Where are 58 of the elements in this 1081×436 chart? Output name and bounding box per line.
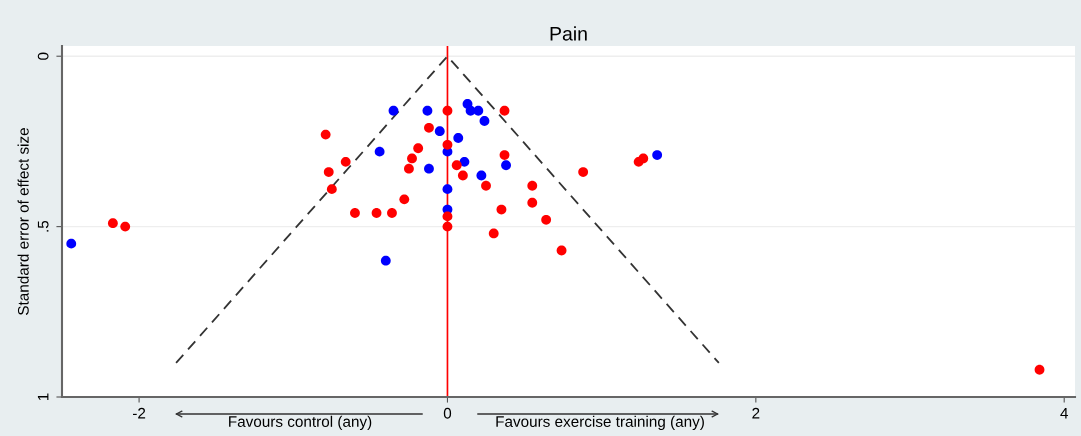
y-axis-title: Standard error of effect size (17, 128, 29, 315)
point (340, 156, 351, 167)
point (499, 105, 510, 116)
point (442, 105, 453, 116)
y-tick-label: 1 (37, 393, 49, 401)
text: Favours exercise training (any) (496, 415, 704, 430)
point (350, 208, 360, 218)
point (107, 218, 118, 229)
y-tick-label: .5 (37, 220, 49, 232)
point (66, 238, 77, 249)
point (638, 153, 649, 164)
point (399, 194, 410, 205)
point (479, 116, 490, 126)
point (442, 221, 453, 232)
point (326, 184, 337, 195)
point (323, 167, 334, 177)
point (488, 228, 499, 239)
point (434, 126, 445, 137)
point (578, 167, 589, 177)
x-tick-label: -2 (132, 407, 146, 419)
point (527, 197, 538, 208)
point (424, 163, 434, 174)
point (371, 208, 382, 218)
point (120, 221, 131, 232)
point (442, 211, 453, 222)
point (541, 214, 552, 225)
chart-title: Pain (550, 26, 587, 41)
point (424, 122, 434, 133)
point (388, 105, 399, 116)
x-tick-label: 2 (752, 407, 760, 419)
point (527, 180, 538, 191)
point (320, 129, 331, 140)
point (481, 180, 491, 191)
point (652, 150, 663, 160)
point (501, 160, 511, 171)
point (556, 245, 567, 256)
point (442, 184, 453, 195)
point (407, 153, 417, 164)
point (1034, 364, 1045, 375)
point (457, 170, 468, 181)
y-tick-label: 0 (37, 52, 49, 60)
point (442, 139, 453, 150)
x-tick-label: 0 (443, 407, 452, 419)
point (496, 204, 507, 215)
point (473, 105, 484, 116)
text: Favours control (any) (229, 415, 372, 430)
point (476, 170, 487, 181)
point (413, 143, 424, 154)
point (374, 146, 385, 157)
point (404, 163, 414, 174)
point (453, 133, 464, 143)
point (499, 150, 510, 160)
point (451, 160, 462, 171)
point (387, 208, 397, 218)
point (380, 255, 391, 266)
point (422, 105, 433, 116)
x-tick-label: 4 (1060, 407, 1069, 419)
point (459, 156, 470, 167)
